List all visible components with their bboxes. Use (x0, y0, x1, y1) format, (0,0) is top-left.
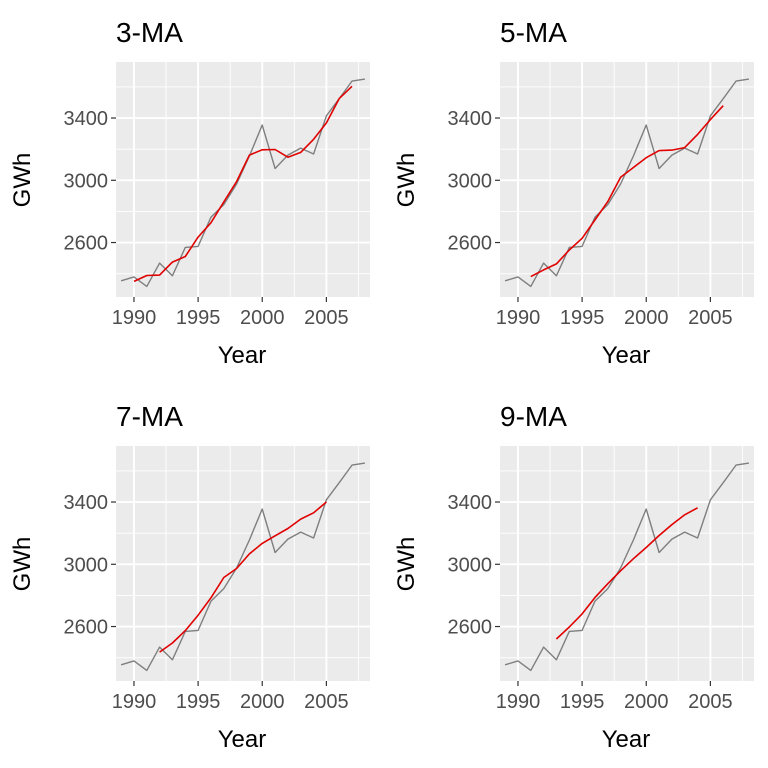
x-axis-label: Year (602, 726, 651, 753)
x-tick-label: 1995 (176, 307, 221, 329)
y-axis-label: GWh (9, 153, 36, 208)
y-tick-label: 3000 (448, 170, 493, 192)
x-tick-label: 1990 (112, 691, 157, 713)
y-tick-label: 3400 (448, 492, 493, 514)
original-series-line (120, 462, 366, 672)
chart-title: 3-MA (116, 17, 183, 48)
chart-title: 7-MA (116, 401, 183, 432)
x-tick-label: 2005 (304, 691, 349, 713)
x-tick-label: 2000 (624, 691, 669, 713)
chart-panel-4: 1990 1995 2000 2005 2600 3000 3400 9-MA Year GWh (393, 401, 754, 753)
moving-average-line (159, 501, 327, 653)
y-tick-label: 2600 (448, 617, 493, 639)
x-tick-label: 2005 (688, 307, 733, 329)
x-tick-label: 1995 (560, 691, 605, 713)
chart-panel-1: 1990 1995 2000 2005 2600 3000 3400 3-MA Year GWh (9, 17, 370, 369)
y-axis-label: GWh (393, 153, 420, 208)
y-tick-label: 3000 (448, 554, 493, 576)
y-tick-label: 2600 (448, 233, 493, 255)
x-tick-label: 2000 (240, 691, 285, 713)
y-tick-label: 2600 (64, 233, 109, 255)
moving-average-line (555, 507, 698, 640)
x-axis-label: Year (218, 726, 267, 753)
x-axis-label: Year (218, 342, 267, 369)
x-tick-label: 1990 (496, 691, 541, 713)
moving-average-line (133, 85, 353, 283)
y-tick-label: 3400 (64, 492, 109, 514)
moving-average-line (530, 105, 724, 278)
x-tick-label: 1995 (176, 691, 221, 713)
chart-title: 9-MA (500, 401, 567, 432)
x-tick-label: 2005 (304, 307, 349, 329)
y-tick-label: 3400 (64, 108, 109, 130)
y-tick-label: 3000 (64, 170, 109, 192)
chart-panel-3: 1990 1995 2000 2005 2600 3000 3400 7-MA Year GWh (9, 401, 370, 753)
x-tick-label: 2000 (624, 307, 669, 329)
original-series-line (504, 462, 750, 672)
x-axis-label: Year (602, 342, 651, 369)
y-tick-label: 3400 (448, 108, 493, 130)
chart-title: 5-MA (500, 17, 567, 48)
y-tick-label: 2600 (64, 617, 109, 639)
x-tick-label: 1990 (112, 307, 157, 329)
x-tick-label: 1990 (496, 307, 541, 329)
y-axis-label: GWh (9, 537, 36, 592)
chart-panel-2: 1990 1995 2000 2005 2600 3000 3400 5-MA Year GWh (393, 17, 754, 369)
y-tick-label: 3000 (64, 554, 109, 576)
x-tick-label: 2000 (240, 307, 285, 329)
x-tick-label: 2005 (688, 691, 733, 713)
x-tick-label: 1995 (560, 307, 605, 329)
y-axis-label: GWh (393, 537, 420, 592)
